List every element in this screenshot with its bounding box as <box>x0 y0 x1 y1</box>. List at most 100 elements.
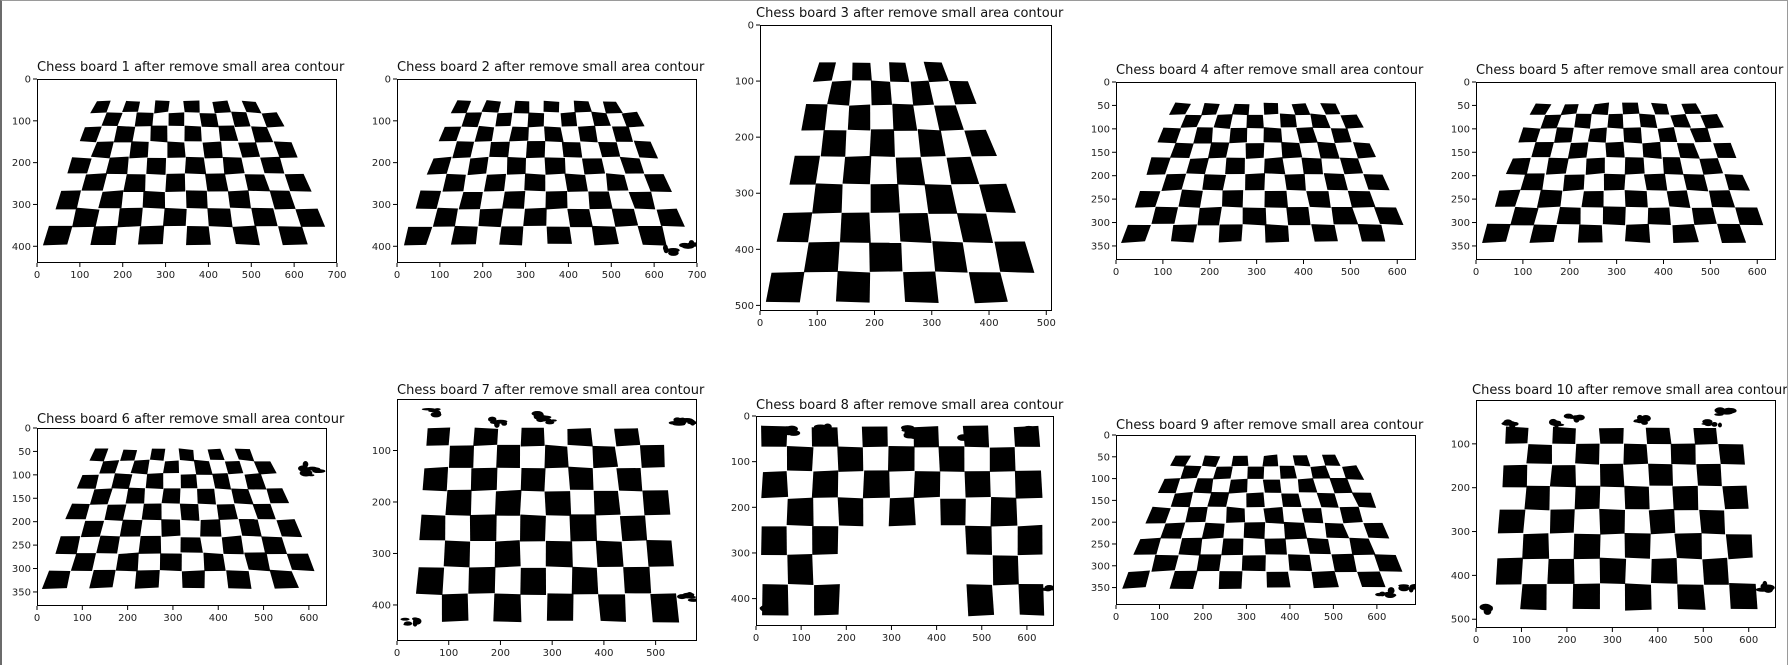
checker-square <box>598 142 620 157</box>
x-tick-label: 400 <box>1648 635 1667 646</box>
noise-speck <box>1701 423 1713 425</box>
checker-square <box>969 272 1008 303</box>
checker-square <box>1729 583 1757 609</box>
checker-square <box>1222 190 1243 207</box>
x-tick-label: 300 <box>1237 612 1256 623</box>
checker-square <box>568 467 593 490</box>
checker-square <box>1284 522 1307 540</box>
noise-speck <box>688 598 700 601</box>
x-tick-label: 300 <box>1607 267 1626 278</box>
checker-square <box>1625 224 1650 243</box>
y-tick-label: 150 <box>1451 148 1470 159</box>
checker-square <box>761 526 787 555</box>
x-tick-label: 300 <box>543 648 562 659</box>
checker-square <box>1266 572 1290 588</box>
checker-square <box>889 497 916 526</box>
x-tick-label: 600 <box>285 270 304 281</box>
checker-square <box>276 519 302 537</box>
y-tick-label: 100 <box>1091 474 1110 485</box>
checker-square <box>1547 559 1574 584</box>
checker-square <box>1607 114 1623 129</box>
noise-speck <box>1549 419 1557 426</box>
checker-square <box>1329 478 1352 493</box>
checker-square <box>203 141 223 158</box>
checker-square <box>285 174 312 192</box>
checker-square <box>545 157 566 174</box>
checker-square <box>561 112 578 127</box>
checker-square <box>892 104 917 131</box>
checker-square <box>1604 174 1626 191</box>
checker-square <box>965 526 992 555</box>
checker-square <box>1296 127 1318 143</box>
checker-square <box>1121 225 1151 243</box>
checker-square <box>1677 143 1700 159</box>
checker-square <box>544 445 568 468</box>
checker-square <box>546 541 573 568</box>
checker-square <box>106 157 129 175</box>
checker-square <box>222 535 244 554</box>
x-tick-label: 400 <box>1294 267 1313 278</box>
x-tick-label: 700 <box>687 270 706 281</box>
checker-square <box>81 521 104 537</box>
checker-square <box>1605 142 1624 158</box>
x-tick-label: 200 <box>1193 612 1212 623</box>
subplot-axes: 0 100 200 300 400 500100200300400 <box>365 399 705 671</box>
checker-square <box>185 157 206 174</box>
checker-square <box>1622 103 1639 115</box>
checker-square <box>1502 465 1527 487</box>
checkerboard <box>1122 454 1402 589</box>
checker-square <box>1298 478 1317 492</box>
checker-square <box>226 570 251 589</box>
checker-square <box>146 473 164 489</box>
checker-square <box>1178 189 1202 207</box>
y-tick-label: 100 <box>1451 439 1470 450</box>
noise-speck <box>313 469 326 473</box>
noise-speck <box>689 240 694 245</box>
checkerboard <box>1121 103 1403 243</box>
checker-square <box>889 62 909 82</box>
subplot-title: Chess board 2 after remove small area co… <box>397 60 704 75</box>
checker-square <box>821 130 847 157</box>
checker-square <box>135 570 160 589</box>
checker-square <box>150 126 167 143</box>
checkerboard <box>404 100 685 245</box>
checker-square <box>161 519 180 537</box>
checker-square <box>1244 522 1265 539</box>
checker-square <box>934 105 964 130</box>
checker-square <box>598 594 626 621</box>
checker-square <box>55 536 80 554</box>
x-tick-label: 0 <box>34 270 40 281</box>
checker-square <box>242 101 262 114</box>
y-tick-label: 0 <box>1104 431 1110 442</box>
checker-square <box>547 227 572 244</box>
checker-square <box>245 174 271 191</box>
noise-speck <box>1503 421 1512 425</box>
checker-square <box>1340 507 1363 524</box>
y-tick-label: 0 <box>1464 78 1470 89</box>
checker-square <box>199 113 218 127</box>
noise-speck <box>1045 587 1057 590</box>
checker-square <box>932 241 967 273</box>
checker-square <box>869 243 902 272</box>
checker-square <box>1264 538 1287 554</box>
y-tick-label: 400 <box>12 242 31 253</box>
x-tick-label: 200 <box>491 648 510 659</box>
y-tick-label: 50 <box>1457 101 1470 112</box>
checker-square <box>1178 538 1202 556</box>
x-tick-label: 100 <box>439 648 458 659</box>
x-tick-label: 0 <box>34 613 40 624</box>
checker-square <box>1231 456 1248 466</box>
noise-speck <box>957 434 969 441</box>
checker-square <box>278 226 308 245</box>
checker-square <box>194 460 213 475</box>
checker-square <box>143 191 165 209</box>
checkerboard <box>42 448 315 589</box>
checker-square <box>544 101 560 113</box>
noise-speck <box>532 411 544 416</box>
checker-square <box>452 141 474 158</box>
checkerboard <box>766 62 1035 303</box>
checker-square <box>131 460 150 475</box>
checker-square <box>150 449 165 461</box>
checker-square <box>1518 127 1540 142</box>
checker-square <box>471 468 498 491</box>
